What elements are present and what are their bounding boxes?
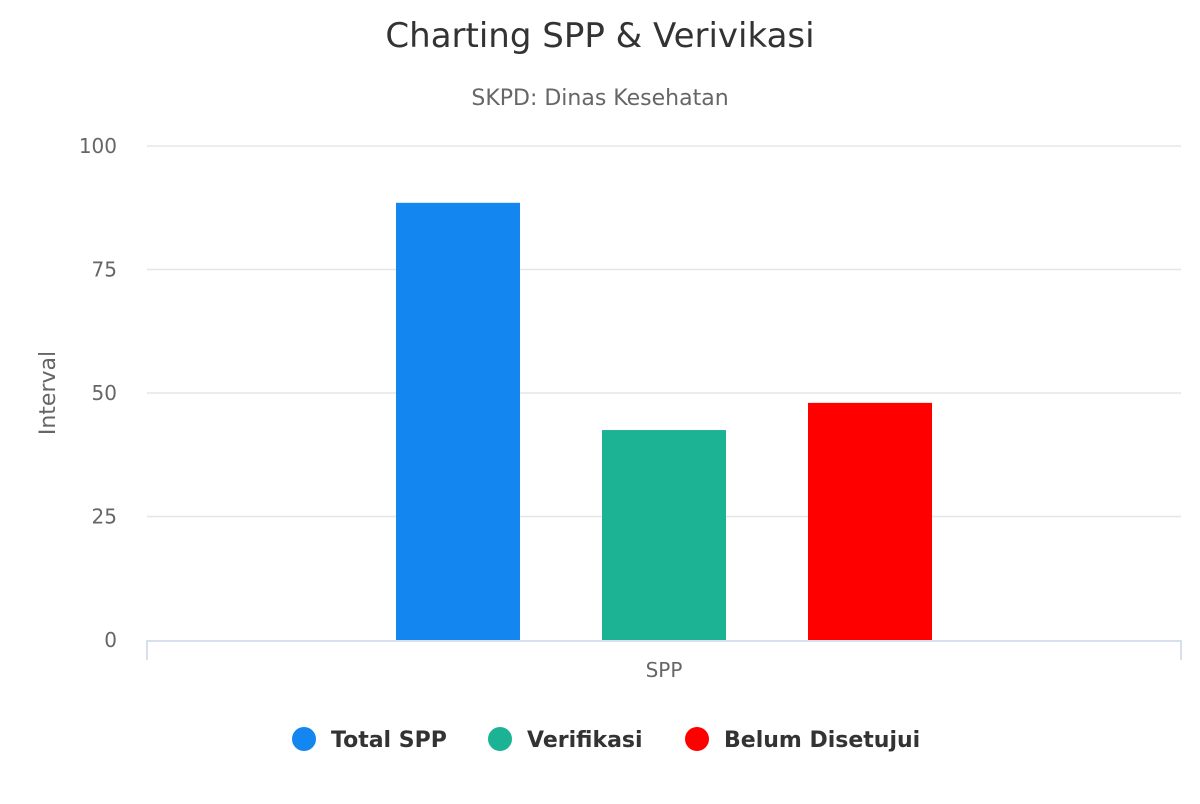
- legend-label: Total SPP: [331, 728, 447, 753]
- bar-verifikasi[interactable]: [602, 430, 726, 640]
- y-axis-title: Interval: [36, 351, 61, 435]
- legend-marker: [292, 727, 316, 751]
- legend-item[interactable]: Belum Disetujui: [685, 727, 920, 753]
- y-tick-label: 75: [92, 258, 117, 282]
- y-tick-label: 100: [79, 134, 117, 158]
- x-axis-ticks: SPP: [646, 658, 683, 682]
- bar-belum-disetujui[interactable]: [808, 402, 932, 640]
- legend-marker: [685, 727, 709, 751]
- chart-subtitle: SKPD: Dinas Kesehatan: [471, 86, 728, 111]
- y-axis-ticks: 0 25 50 75 100: [79, 134, 117, 652]
- legend-item[interactable]: Total SPP: [292, 727, 447, 753]
- chart-title: Charting SPP & Verivikasi: [385, 16, 814, 56]
- legend-label: Belum Disetujui: [724, 728, 920, 753]
- x-tick-label: SPP: [646, 658, 683, 682]
- y-tick-label: 50: [92, 381, 117, 405]
- bars: [396, 202, 932, 640]
- bar-total-spp[interactable]: [396, 202, 520, 640]
- y-tick-label: 25: [92, 505, 117, 529]
- legend-label: Verifikasi: [527, 728, 643, 753]
- legend-item[interactable]: Verifikasi: [488, 727, 643, 753]
- x-axis-line: [146, 640, 1182, 660]
- legend: Total SPP Verifikasi Belum Disetujui: [292, 727, 920, 753]
- y-tick-label: 0: [104, 628, 117, 652]
- legend-marker: [488, 727, 512, 751]
